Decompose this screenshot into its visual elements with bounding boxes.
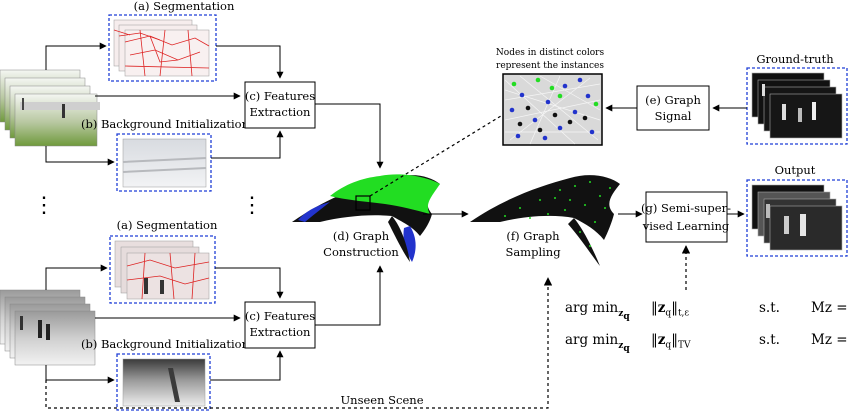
input-frames-top — [0, 69, 100, 147]
graph-signal-box — [636, 85, 710, 131]
background-bottom-image — [122, 358, 206, 407]
semi-supervised-learning-box — [645, 191, 728, 243]
arrows-left — [45, 42, 384, 384]
features-bottom-line2: Extraction — [250, 325, 312, 339]
features-top-line2: Extraction — [250, 105, 312, 119]
background-top-image — [122, 138, 207, 188]
zoom-arrow — [369, 107, 515, 197]
background-top-frame — [116, 133, 212, 192]
ground-truth-label: Ground-truth — [756, 52, 834, 66]
nodes-note-line1: Nodes in distinct colors — [496, 48, 605, 58]
graph-construction-line1: (d) Graph — [333, 229, 390, 243]
features-extraction-bottom-box — [244, 301, 316, 349]
equation-1-constraint: Mz = y(S) — [811, 300, 850, 316]
segmentation-bottom-images — [114, 240, 210, 300]
output-label: Output — [775, 163, 816, 177]
graph-signal-line1: (e) Graph — [645, 93, 701, 107]
segmentation-top-frame — [108, 14, 217, 82]
ground-truth-frame — [746, 67, 848, 145]
graph-sampling-cloud — [470, 175, 620, 266]
features-top-line1: (c) Features — [245, 89, 315, 103]
unseen-scene-label: Unseen Scene — [340, 393, 423, 407]
graph-construction-cloud — [292, 174, 440, 262]
segmentation-bottom-frame — [109, 235, 216, 304]
equation-1: arg minzq ‖zq‖t,ε s.t. Mz = y(S) — [565, 300, 850, 321]
graph-sampling-line2: Sampling — [505, 245, 561, 259]
segmentation-bottom-label: (a) Segmentation — [117, 218, 218, 232]
input-frames-bottom — [0, 289, 96, 366]
features-extraction-top-box — [244, 81, 316, 129]
equation-1-norm: ‖zq‖t,ε — [651, 300, 690, 319]
graph-construction-line2: Construction — [323, 245, 399, 259]
nodes-note-line2: represent the instances — [496, 61, 604, 71]
equation-1-st: s.t. — [759, 300, 780, 316]
ellipsis-left: ⋮ — [33, 193, 55, 218]
graph-signal-line2: Signal — [655, 109, 692, 123]
equation-2: arg minzq ‖zq‖TV s.t. Mz = y(S) — [565, 332, 850, 353]
zoom-box — [355, 195, 371, 211]
background-bottom-label: (b) Background Initialization — [81, 337, 250, 351]
unseen-scene-route — [45, 277, 553, 409]
segmentation-top-images — [113, 19, 210, 77]
background-top-label: (b) Background Initialization — [81, 117, 250, 131]
ssl-line1: (g) Semi-super- — [641, 201, 731, 215]
ssl-line2: vised Learning — [642, 219, 730, 233]
ellipsis-middle: ⋮ — [241, 193, 263, 218]
equation-2-argmin: arg minzq — [565, 332, 630, 354]
output-frame — [746, 179, 848, 257]
background-bottom-frame — [116, 353, 211, 411]
equation-1-argmin: arg minzq — [565, 300, 630, 322]
segmentation-top-label: (a) Segmentation — [134, 0, 235, 13]
ground-truth-images — [751, 72, 843, 139]
output-images — [751, 184, 843, 251]
features-bottom-line1: (c) Features — [245, 309, 315, 323]
graph-inset — [502, 73, 603, 146]
graph-sampling-line1: (f) Graph — [506, 229, 560, 243]
equation-2-st: s.t. — [759, 332, 780, 348]
equation-2-norm: ‖zq‖TV — [651, 332, 691, 351]
equation-2-constraint: Mz = y(S) — [811, 332, 850, 348]
